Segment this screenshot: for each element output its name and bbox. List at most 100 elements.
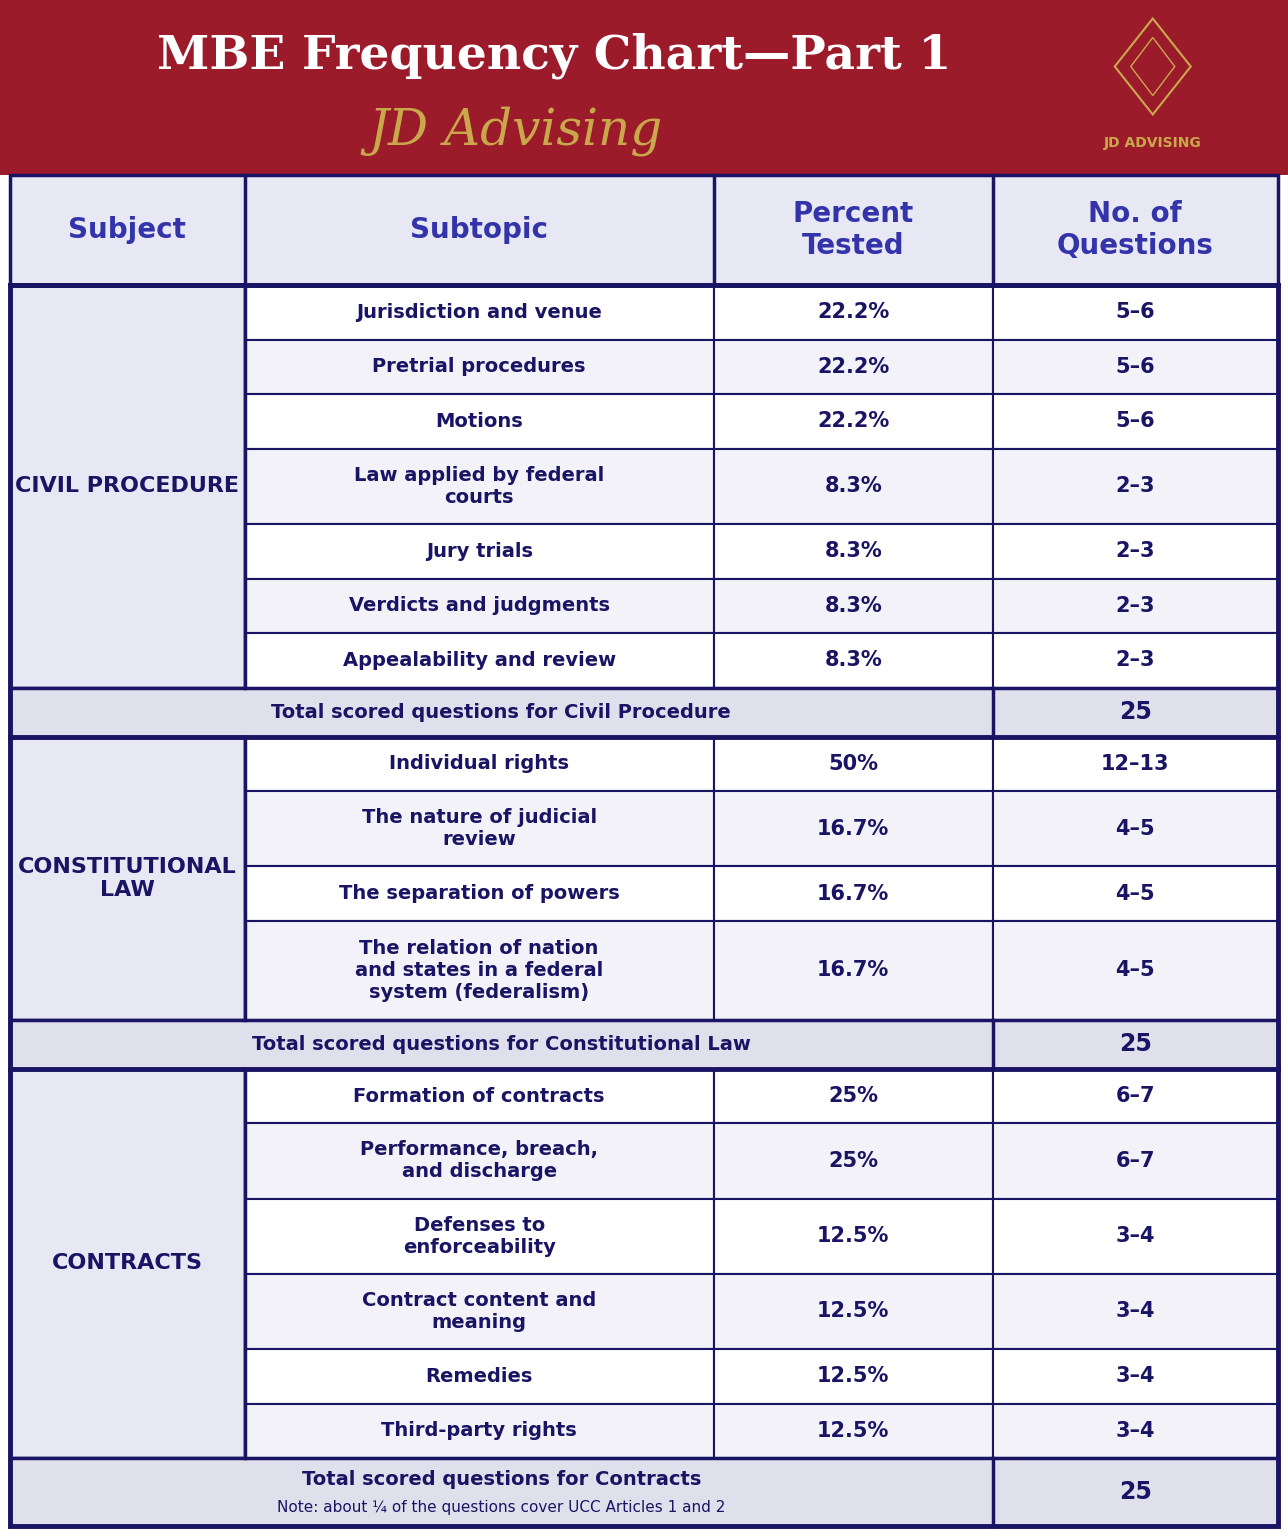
Text: 12.5%: 12.5% bbox=[817, 1421, 890, 1441]
Text: Total scored questions for Contracts: Total scored questions for Contracts bbox=[301, 1470, 701, 1490]
Bar bbox=[993, 1123, 1278, 1198]
Text: 3–4: 3–4 bbox=[1115, 1226, 1155, 1246]
Text: No. of
Questions: No. of Questions bbox=[1057, 200, 1213, 260]
Bar bbox=[10, 737, 245, 1020]
Bar bbox=[993, 633, 1278, 688]
Text: 6–7: 6–7 bbox=[1115, 1086, 1155, 1106]
Text: JD Advising: JD Advising bbox=[368, 106, 662, 157]
Text: 6–7: 6–7 bbox=[1115, 1150, 1155, 1170]
Text: 8.3%: 8.3% bbox=[824, 596, 882, 616]
Text: Subtopic: Subtopic bbox=[410, 217, 549, 244]
Bar bbox=[245, 524, 714, 579]
Bar bbox=[10, 175, 1278, 286]
Bar bbox=[993, 339, 1278, 395]
Bar bbox=[993, 1349, 1278, 1404]
Text: The separation of powers: The separation of powers bbox=[339, 885, 620, 903]
Text: Total scored questions for Constitutional Law: Total scored questions for Constitutiona… bbox=[252, 1035, 751, 1054]
Text: Performance, breach,
and discharge: Performance, breach, and discharge bbox=[361, 1140, 598, 1181]
Text: Subject: Subject bbox=[68, 217, 187, 244]
Bar bbox=[714, 737, 993, 791]
Text: Remedies: Remedies bbox=[425, 1367, 533, 1385]
Bar bbox=[245, 791, 714, 866]
Bar bbox=[714, 1349, 993, 1404]
Text: 2–3: 2–3 bbox=[1115, 476, 1155, 496]
Text: The relation of nation
and states in a federal
system (federalism): The relation of nation and states in a f… bbox=[355, 938, 603, 1001]
Bar bbox=[714, 922, 993, 1020]
Text: Motions: Motions bbox=[435, 412, 523, 432]
Bar bbox=[993, 922, 1278, 1020]
Text: Third-party rights: Third-party rights bbox=[381, 1421, 577, 1441]
Bar bbox=[993, 791, 1278, 866]
Text: 5–6: 5–6 bbox=[1115, 356, 1155, 376]
Bar bbox=[245, 1273, 714, 1349]
Bar bbox=[245, 286, 714, 339]
Bar bbox=[714, 286, 993, 339]
Bar bbox=[993, 449, 1278, 524]
Text: CONSTITUTIONAL
LAW: CONSTITUTIONAL LAW bbox=[18, 857, 237, 900]
Bar bbox=[993, 1198, 1278, 1273]
Bar bbox=[714, 1123, 993, 1198]
Bar bbox=[993, 1069, 1278, 1123]
Bar bbox=[714, 524, 993, 579]
Text: Individual rights: Individual rights bbox=[389, 754, 569, 774]
Text: 3–4: 3–4 bbox=[1115, 1421, 1155, 1441]
Text: 22.2%: 22.2% bbox=[817, 412, 889, 432]
Bar bbox=[993, 524, 1278, 579]
Text: 8.3%: 8.3% bbox=[824, 650, 882, 670]
Text: 50%: 50% bbox=[828, 754, 878, 774]
Text: Appealability and review: Appealability and review bbox=[343, 651, 616, 670]
Text: Contract content and
meaning: Contract content and meaning bbox=[362, 1290, 596, 1332]
Text: 22.2%: 22.2% bbox=[817, 356, 889, 376]
Bar bbox=[245, 339, 714, 395]
Text: 2–3: 2–3 bbox=[1115, 541, 1155, 561]
Bar bbox=[245, 579, 714, 633]
Text: Note: about ¼ of the questions cover UCC Articles 1 and 2: Note: about ¼ of the questions cover UCC… bbox=[277, 1499, 725, 1514]
Bar bbox=[993, 286, 1278, 339]
Text: The nature of judicial
review: The nature of judicial review bbox=[362, 808, 596, 849]
Bar bbox=[245, 1069, 714, 1123]
Text: Law applied by federal
courts: Law applied by federal courts bbox=[354, 465, 604, 507]
Text: 3–4: 3–4 bbox=[1115, 1367, 1155, 1387]
Bar bbox=[714, 579, 993, 633]
Bar bbox=[714, 395, 993, 449]
Text: Formation of contracts: Formation of contracts bbox=[353, 1086, 605, 1106]
Bar bbox=[245, 633, 714, 688]
Bar bbox=[0, 0, 1288, 175]
Bar bbox=[245, 1123, 714, 1198]
Text: 2–3: 2–3 bbox=[1115, 650, 1155, 670]
Text: 16.7%: 16.7% bbox=[817, 883, 889, 903]
Text: 8.3%: 8.3% bbox=[824, 541, 882, 561]
Text: 4–5: 4–5 bbox=[1115, 960, 1155, 980]
Bar bbox=[245, 395, 714, 449]
Text: CONTRACTS: CONTRACTS bbox=[52, 1253, 202, 1273]
Text: Jurisdiction and venue: Jurisdiction and venue bbox=[357, 303, 601, 321]
Text: 12.5%: 12.5% bbox=[817, 1226, 890, 1246]
Text: 4–5: 4–5 bbox=[1115, 883, 1155, 903]
Text: 12–13: 12–13 bbox=[1101, 754, 1170, 774]
Text: 25: 25 bbox=[1119, 1481, 1151, 1504]
Bar bbox=[10, 286, 1278, 1525]
Bar bbox=[245, 1349, 714, 1404]
Bar bbox=[245, 922, 714, 1020]
Bar bbox=[714, 791, 993, 866]
Bar bbox=[245, 737, 714, 791]
Bar bbox=[10, 286, 245, 688]
Bar bbox=[993, 737, 1278, 791]
Text: Verdicts and judgments: Verdicts and judgments bbox=[349, 596, 609, 616]
Bar bbox=[714, 866, 993, 922]
Text: 5–6: 5–6 bbox=[1115, 412, 1155, 432]
Bar bbox=[10, 1069, 245, 1458]
Bar bbox=[714, 1404, 993, 1458]
Bar bbox=[245, 449, 714, 524]
Bar bbox=[245, 1198, 714, 1273]
Text: 25%: 25% bbox=[828, 1086, 878, 1106]
Text: 16.7%: 16.7% bbox=[817, 960, 889, 980]
Text: 22.2%: 22.2% bbox=[817, 303, 889, 323]
Bar bbox=[714, 449, 993, 524]
Text: JD ADVISING: JD ADVISING bbox=[1104, 137, 1202, 151]
Bar bbox=[245, 866, 714, 922]
Text: 3–4: 3–4 bbox=[1115, 1301, 1155, 1321]
Text: MBE Frequency Chart—Part 1: MBE Frequency Chart—Part 1 bbox=[157, 32, 951, 80]
Bar bbox=[245, 1404, 714, 1458]
Bar bbox=[714, 1069, 993, 1123]
